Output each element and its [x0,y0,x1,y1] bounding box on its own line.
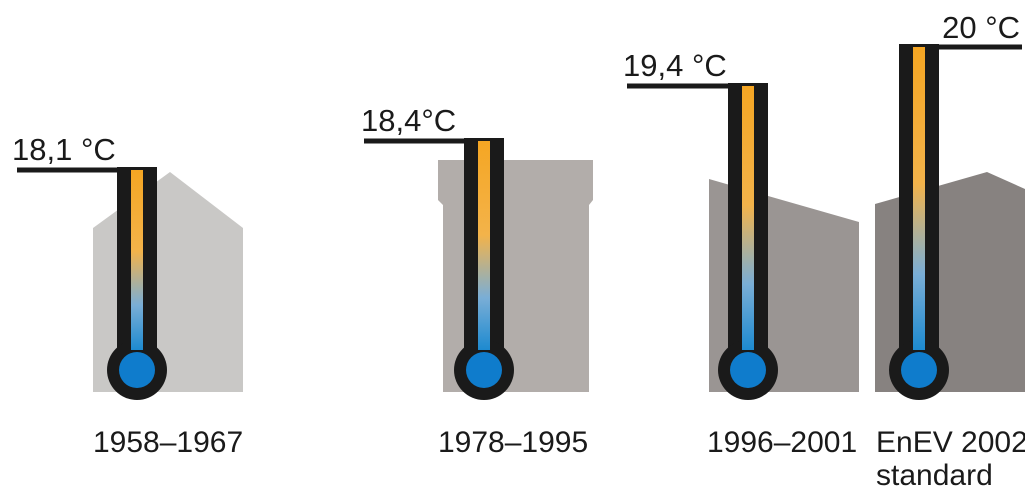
period-label: 1958–1967 [93,426,243,459]
temperature-label: 18,1 °C [12,132,116,167]
temperature-label: 18,4°C [361,103,456,138]
period-1996-2001: 19,4 °C 1996–2001 [623,48,859,459]
period-1978-1995: 18,4°C 1978–1995 [361,103,593,459]
thermometer-icon [107,167,167,400]
temperature-label: 19,4 °C [623,48,727,83]
period-label: 1978–1995 [438,426,588,459]
period-1958-1967: 18,1 °C 1958–1967 [12,132,243,459]
period-label-line-2: standard [876,459,993,492]
thermometer-icon [889,44,949,400]
thermometer-icon [454,138,514,400]
temperature-label: 20 °C [942,10,1020,45]
period-label: 1996–2001 [707,426,857,459]
period-label-line-1: EnEV 2002 [876,426,1025,459]
period-enev-2002: 20 °C EnEV 2002 standard [875,10,1025,492]
thermometer-icon [718,83,778,400]
